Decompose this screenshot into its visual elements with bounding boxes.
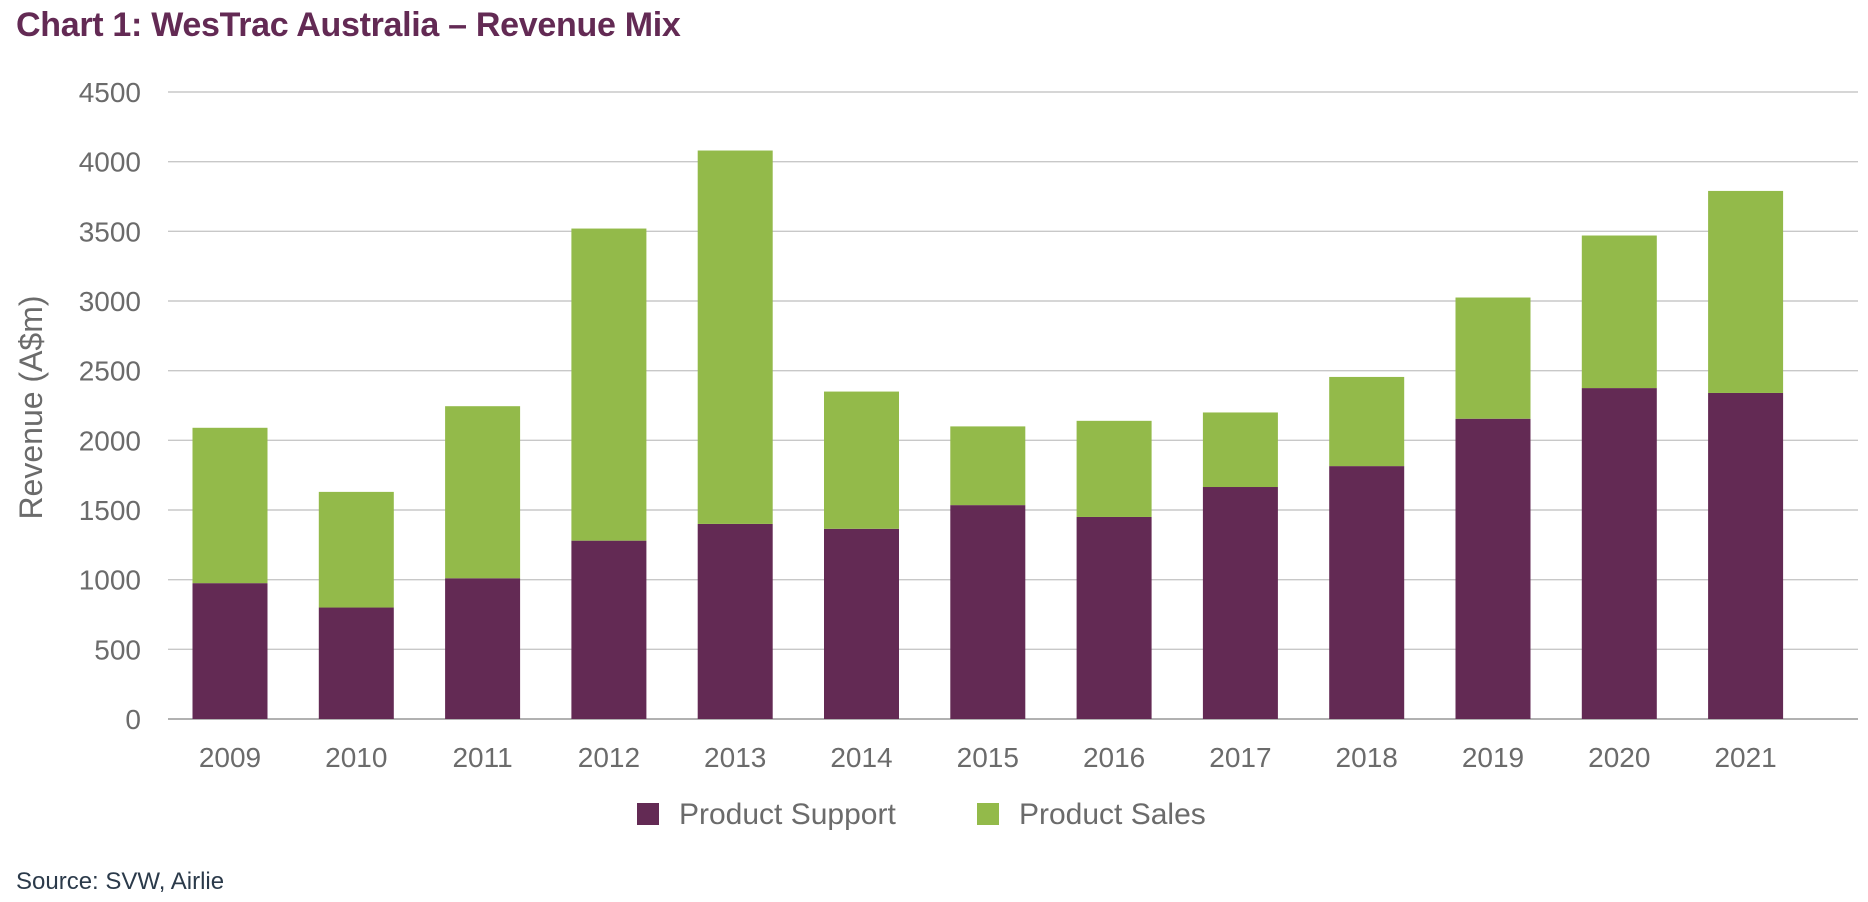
x-tick-label: 2010 — [325, 742, 387, 773]
y-tick-label: 3500 — [79, 216, 141, 247]
bar-product-support-2014 — [824, 528, 899, 719]
bar-product-sales-2009 — [192, 427, 268, 584]
x-tick-label: 2013 — [704, 742, 766, 773]
bar-product-support-2013 — [697, 523, 773, 719]
x-tick-label: 2012 — [578, 742, 640, 773]
bar-product-support-2010 — [318, 607, 394, 719]
chart-title: Chart 1: WesTrac Australia – Revenue Mix — [16, 6, 681, 44]
legend-label: Product Support — [679, 798, 896, 831]
x-tick-label: 2020 — [1588, 742, 1650, 773]
y-tick-label: 0 — [125, 704, 141, 735]
bar-product-sales-2015 — [950, 426, 1026, 506]
bar-product-support-2018 — [1329, 466, 1405, 719]
bar-product-support-2019 — [1455, 418, 1531, 719]
y-tick-label: 4000 — [79, 147, 141, 178]
x-tick-label: 2018 — [1336, 742, 1398, 773]
y-tick-label: 2500 — [79, 356, 141, 387]
bar-product-support-2020 — [1581, 388, 1657, 719]
x-tick-label: 2017 — [1209, 742, 1271, 773]
bar-product-support-2012 — [571, 540, 647, 719]
x-tick-label: 2016 — [1083, 742, 1145, 773]
y-tick-label: 1000 — [79, 565, 141, 596]
bar-product-support-2016 — [1076, 516, 1152, 719]
bar-product-sales-2021 — [1708, 190, 1784, 393]
bar-product-support-2011 — [445, 578, 521, 719]
x-tick-label: 2014 — [830, 742, 892, 773]
bar-product-support-2017 — [1202, 487, 1278, 719]
x-tick-label: 2015 — [957, 742, 1019, 773]
y-tick-label: 1500 — [79, 495, 141, 526]
legend: Product Support Product Sales — [637, 798, 1206, 831]
y-tick-label: 500 — [94, 634, 141, 665]
y-tick-label: 2000 — [79, 425, 141, 456]
bar-product-support-2021 — [1708, 392, 1784, 719]
x-tick-label: 2011 — [452, 742, 512, 773]
bar-product-sales-2019 — [1455, 297, 1531, 419]
y-axis-ticks: 0 500 1000 1500 2000 2500 3000 3500 4000 4500 — [79, 77, 141, 735]
y-tick-label: 3000 — [79, 286, 141, 317]
x-tick-label: 2021 — [1714, 742, 1776, 773]
bars — [192, 150, 1784, 719]
x-tick-label: 2019 — [1462, 742, 1524, 773]
y-tick-label: 4500 — [79, 77, 141, 108]
bar-product-sales-2017 — [1202, 412, 1278, 488]
bar-product-support-2015 — [950, 505, 1026, 719]
bar-product-sales-2014 — [824, 391, 899, 529]
bar-product-sales-2020 — [1581, 235, 1657, 389]
x-axis-ticks: 2009 2010 2011 2012 2013 2014 2015 2016 2017 2018… — [199, 742, 1777, 773]
bar-product-sales-2011 — [445, 406, 521, 579]
legend-label: Product Sales — [1019, 798, 1206, 831]
x-tick-label: 2009 — [199, 742, 261, 773]
bar-product-sales-2016 — [1076, 420, 1152, 517]
bar-product-sales-2013 — [697, 150, 773, 524]
bar-product-sales-2018 — [1329, 376, 1405, 467]
legend-swatch-product-support — [637, 803, 659, 825]
source-note: Source: SVW, Airlie — [16, 868, 225, 895]
bar-product-sales-2010 — [318, 491, 394, 608]
bar-product-support-2009 — [192, 583, 268, 719]
legend-swatch-product-sales — [977, 803, 999, 825]
y-axis-label: Revenue (A$m) — [13, 295, 49, 519]
bar-product-sales-2012 — [571, 228, 647, 541]
